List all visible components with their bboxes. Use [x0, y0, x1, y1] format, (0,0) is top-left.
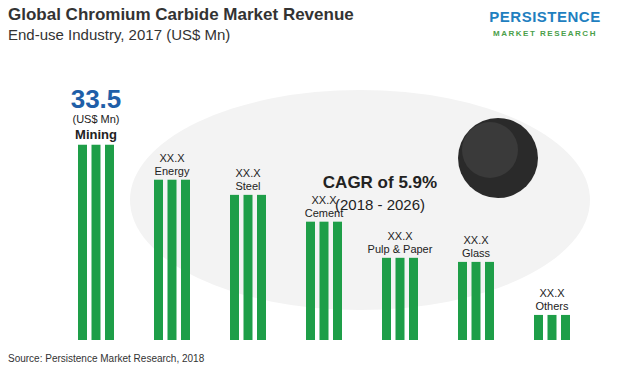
category-label: Energy — [155, 165, 190, 177]
data-label: XX.X — [387, 230, 413, 242]
bar-stripe — [382, 258, 391, 340]
category-label: Glass — [462, 247, 491, 259]
bar-stripe — [548, 315, 557, 340]
bar-stripe — [485, 262, 494, 340]
bar-stripe — [458, 262, 467, 340]
category-label: Steel — [235, 180, 260, 192]
bar-stripe — [154, 180, 163, 340]
bar-stripe — [561, 315, 570, 340]
data-label: XX.X — [463, 234, 489, 246]
labels: Mining(US$ Mn)33.5EnergyXX.XSteelXX.XCem… — [71, 84, 569, 312]
logo-text: MARKET RESEARCH — [493, 29, 597, 38]
logo-text: PERSISTENCE — [489, 8, 600, 25]
bar — [458, 262, 494, 340]
bar-stripe — [472, 262, 481, 340]
category-label: Pulp & Paper — [368, 243, 433, 255]
bar-stripe — [168, 180, 177, 340]
bar-stripe — [409, 258, 418, 340]
bar-stripe — [181, 180, 190, 340]
bar-stripe — [257, 195, 266, 340]
background — [0, 0, 620, 370]
subtitle: End-use Industry, 2017 (US$ Mn) — [8, 26, 230, 43]
bar — [534, 315, 570, 340]
powder-image — [458, 118, 538, 198]
powder-image-shade — [462, 122, 518, 178]
title: Global Chromium Carbide Market Revenue — [8, 5, 354, 24]
bar-stripe — [92, 145, 101, 340]
bar-stripe — [320, 222, 329, 340]
bar-stripe — [244, 195, 253, 340]
data-label: XX.X — [539, 287, 565, 299]
bar — [306, 222, 342, 340]
bar — [230, 195, 266, 340]
bar — [382, 258, 418, 340]
bar — [154, 180, 190, 340]
bar-stripe — [78, 145, 87, 340]
bar-stripe — [306, 222, 315, 340]
data-label: 33.5 — [71, 84, 122, 114]
source: Source: Persistence Market Research, 201… — [8, 353, 205, 364]
annotation: (2018 - 2026) — [335, 196, 425, 213]
annotation: CAGR of 5.9% — [323, 173, 437, 192]
category-label: Others — [535, 300, 569, 312]
data-label: XX.X — [159, 152, 185, 164]
unit-label: (US$ Mn) — [72, 113, 119, 125]
bar — [78, 145, 114, 340]
bar-stripe — [105, 145, 114, 340]
bar-stripe — [534, 315, 543, 340]
data-label: XX.X — [235, 167, 261, 179]
data-label: XX.X — [311, 194, 337, 206]
bar-stripe — [230, 195, 239, 340]
bar-stripe — [333, 222, 342, 340]
category-label: Mining — [75, 127, 117, 142]
bar-stripe — [396, 258, 405, 340]
chart: Global Chromium Carbide Market Revenue En… — [0, 0, 620, 370]
backdrop — [130, 90, 590, 310]
